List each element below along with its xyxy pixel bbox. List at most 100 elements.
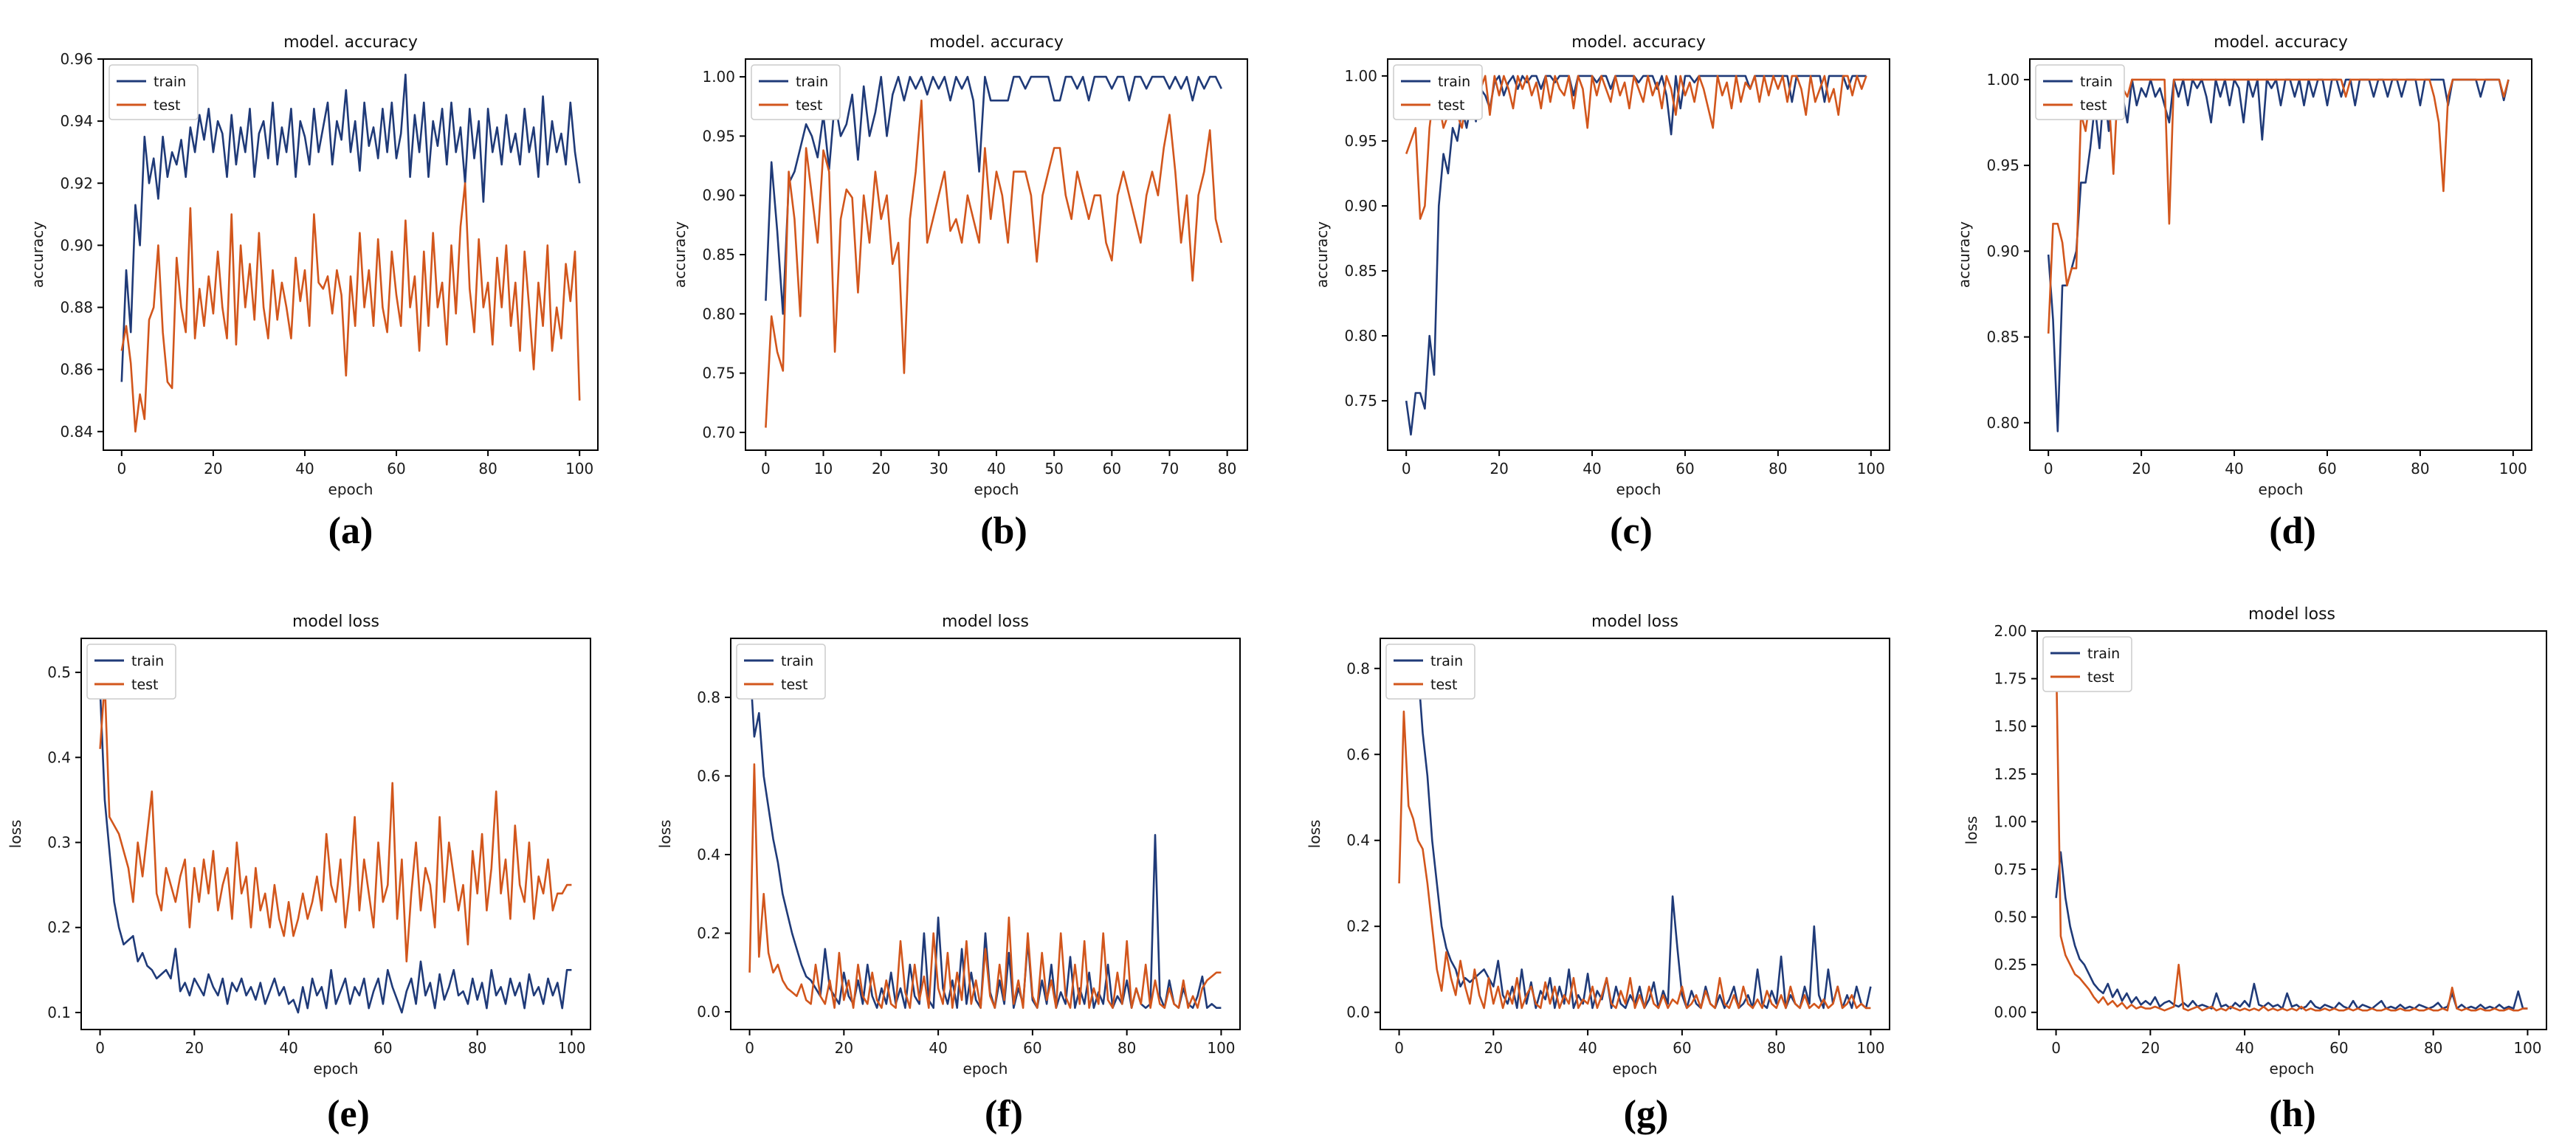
x-tick-label: 40 xyxy=(279,1039,297,1057)
x-tick-label: 0 xyxy=(117,460,126,477)
x-tick-label: 20 xyxy=(204,460,222,477)
x-tick-label: 80 xyxy=(1769,460,1787,477)
series-line-train xyxy=(1405,75,1867,436)
axes-frame xyxy=(1387,58,1890,451)
legend-label-train: train xyxy=(1430,653,1463,669)
y-tick-label: 0.86 xyxy=(60,361,93,379)
chart-title: model loss xyxy=(1591,613,1678,631)
y-tick-label: 0.90 xyxy=(1344,197,1377,215)
y-tick-label: 0.94 xyxy=(60,112,93,130)
y-tick-label: 0.88 xyxy=(60,299,93,317)
y-tick-label: 0.4 xyxy=(47,748,71,766)
x-axis-label: epoch xyxy=(314,1060,359,1077)
chart-panel-g: model loss 0 20 40 60 80 100 0.0 0.2 0.4 0.6 0.8 epo… xyxy=(1284,579,1926,1077)
legend-label-test: test xyxy=(2087,669,2115,686)
series-line-train xyxy=(99,689,572,1014)
y-tick-label: 1.25 xyxy=(1994,765,2027,783)
accuracy-chart-d: model. accuracy 0 20 40 60 80 100 0.80 0.85 0.90 0… xyxy=(1955,33,2532,498)
x-tick-label: 0 xyxy=(1402,460,1411,477)
axes-frame xyxy=(103,58,599,451)
loss-chart-h: model loss 0 20 40 60 80 100 0.00 0.25 0.50 0.75 1.… xyxy=(1963,605,2547,1077)
x-tick-label: 0 xyxy=(95,1039,105,1057)
y-tick-label: 1.00 xyxy=(1986,71,2019,89)
accuracy-chart-c: model. accuracy 0 20 40 60 80 100 0.75 0.80 0.85 0… xyxy=(1313,33,1890,498)
x-tick-label: 60 xyxy=(1673,1039,1691,1057)
legend-label-test: test xyxy=(2080,97,2107,114)
y-axis-label: loss xyxy=(656,820,674,849)
x-tick-label: 100 xyxy=(557,1039,585,1057)
series-line-test xyxy=(765,99,1223,428)
y-tick-label: 0.90 xyxy=(60,236,93,254)
y-tick-label: 0.6 xyxy=(1346,745,1370,763)
legend-label-test: test xyxy=(154,97,181,114)
y-tick-label: 0.96 xyxy=(60,50,93,68)
y-tick-label: 0.85 xyxy=(1344,262,1377,280)
y-axis-label: accuracy xyxy=(671,221,689,288)
x-tick-label: 80 xyxy=(468,1039,486,1057)
chart-title: model loss xyxy=(292,613,379,631)
caption-b: (b) xyxy=(980,510,1027,552)
loss-chart-g: model loss 0 20 40 60 80 100 0.0 0.2 0.4 0.6 0.8 epo… xyxy=(1306,613,1890,1077)
x-tick-label: 10 xyxy=(814,460,833,477)
chart-title: model. accuracy xyxy=(929,33,1064,52)
x-tick-label: 70 xyxy=(1160,460,1179,477)
legend: train test xyxy=(86,644,176,700)
legend-label-train: train xyxy=(1438,74,1470,90)
y-tick-label: 0.6 xyxy=(697,767,720,784)
y-tick-label: 0.5 xyxy=(47,663,71,681)
x-axis-label: epoch xyxy=(2259,480,2304,498)
y-tick-label: 0.95 xyxy=(1344,132,1377,150)
y-tick-label: 0.4 xyxy=(1346,832,1370,849)
x-tick-label: 40 xyxy=(1578,1039,1597,1057)
legend-label-train: train xyxy=(2080,74,2112,90)
x-tick-label: 80 xyxy=(478,460,497,477)
y-tick-label: 1.50 xyxy=(1994,717,2027,735)
y-tick-label: 0.25 xyxy=(1994,956,2027,973)
y-tick-label: 0.8 xyxy=(1346,660,1370,677)
series-line-test xyxy=(2055,649,2528,1012)
chart-panel-b: model. accuracy 0 10 20 30 40 50 60 70 80 0.70 0.75… xyxy=(642,0,1284,498)
chart-panel-c: model. accuracy 0 20 40 60 80 100 0.75 0.80 0.85 0… xyxy=(1284,0,1926,498)
chart-panel-e: model loss 0 20 40 60 80 100 0.1 0.2 0.3 0.4 0.5 epo… xyxy=(0,579,642,1077)
x-tick-label: 20 xyxy=(185,1039,204,1057)
x-tick-label: 20 xyxy=(835,1039,853,1057)
accuracy-chart-a: model. accuracy 0 20 40 60 80 100 0.84 0.86 0.88 0… xyxy=(29,33,599,498)
x-tick-label: 20 xyxy=(872,460,890,477)
x-tick-label: 40 xyxy=(1583,460,1601,477)
y-tick-label: 1.00 xyxy=(1994,813,2027,830)
y-tick-label: 0.0 xyxy=(1346,1004,1370,1021)
x-axis-label: epoch xyxy=(974,480,1019,498)
series-line-test xyxy=(120,182,581,433)
y-tick-label: 1.00 xyxy=(702,68,735,86)
x-tick-label: 0 xyxy=(2051,1039,2061,1057)
x-tick-label: 50 xyxy=(1044,460,1063,477)
x-tick-label: 80 xyxy=(2411,460,2429,477)
x-tick-label: 60 xyxy=(2318,460,2336,477)
x-tick-label: 60 xyxy=(387,460,405,477)
accuracy-chart-b: model. accuracy 0 10 20 30 40 50 60 70 80 0.70 0.75… xyxy=(671,33,1248,498)
x-tick-label: 80 xyxy=(2424,1039,2442,1057)
x-tick-label: 100 xyxy=(1207,1039,1235,1057)
series-line-test xyxy=(99,680,572,963)
x-tick-label: 60 xyxy=(373,1039,392,1057)
series-line-test xyxy=(1398,710,1871,1010)
x-tick-label: 100 xyxy=(1856,1039,1884,1057)
chart-title: model. accuracy xyxy=(283,33,418,52)
x-tick-label: 60 xyxy=(1676,460,1694,477)
legend: train test xyxy=(1385,644,1475,700)
chart-panel-d: model. accuracy 0 20 40 60 80 100 0.80 0.85 0.90 0… xyxy=(1926,0,2569,498)
y-tick-label: 0.00 xyxy=(1994,1004,2027,1021)
caption-e: (e) xyxy=(327,1093,370,1135)
x-tick-label: 30 xyxy=(929,460,948,477)
chart-title: model loss xyxy=(2248,605,2335,624)
caption-d: (d) xyxy=(2269,510,2316,552)
x-tick-label: 20 xyxy=(2141,1039,2160,1057)
axes-frame xyxy=(80,638,591,1030)
y-axis-label: accuracy xyxy=(29,221,47,288)
y-tick-label: 0.8 xyxy=(697,689,720,706)
legend-label-test: test xyxy=(781,677,808,693)
x-tick-label: 20 xyxy=(2132,460,2150,477)
caption-c: (c) xyxy=(1610,510,1653,552)
x-tick-label: 40 xyxy=(929,1039,947,1057)
legend-label-train: train xyxy=(154,74,186,90)
